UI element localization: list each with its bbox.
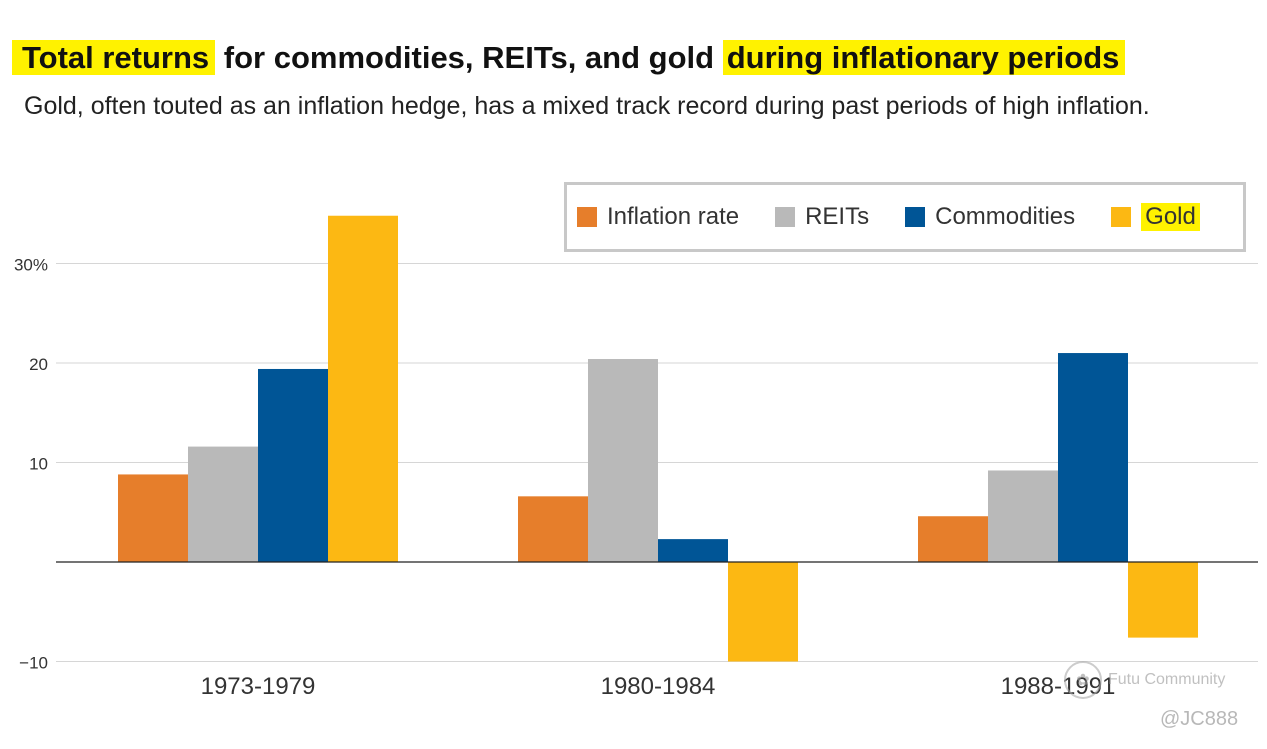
legend-swatch [905, 207, 926, 227]
legend-swatch [775, 207, 796, 227]
chart-subtitle: Gold, often touted as an inflation hedge… [24, 92, 1150, 120]
bar-inflation-rate [118, 474, 188, 562]
legend-swatch [1111, 207, 1132, 227]
title-highlight-inflationary-periods: during inflationary periods [722, 40, 1126, 75]
legend-item-commodities: Commodities [905, 203, 1075, 231]
bar-commodities [1058, 353, 1128, 562]
title-highlight-total-returns: Total returns [12, 40, 216, 75]
bar-gold [328, 215, 398, 563]
bar-gold [728, 562, 798, 662]
chart-title: Total returns for commodities, REITs, an… [12, 38, 1126, 78]
bar-reits [588, 359, 658, 562]
bar-inflation-rate [518, 496, 588, 562]
watermark: ✿ Futu Community [1064, 660, 1254, 700]
futu-logo-icon: ✿ [1064, 661, 1102, 699]
bar-commodities [258, 368, 328, 562]
bar-reits [188, 446, 258, 562]
chart-legend: Inflation rate REITs Commodities Gold [564, 182, 1246, 252]
legend-label: Inflation rate [607, 203, 740, 230]
legend-item-inflation-rate: Inflation rate [577, 203, 739, 231]
legend-item-gold: Gold [1111, 203, 1200, 231]
x-tick-label: 1973-1979 [201, 673, 316, 700]
y-tick-label: 20 [29, 355, 48, 374]
bar-inflation-rate [918, 516, 988, 562]
legend-label: Gold [1141, 203, 1200, 231]
bar-reits [988, 470, 1058, 562]
bar-gold [1128, 562, 1198, 638]
legend-label: REITs [805, 203, 870, 230]
legend-label: Commodities [935, 203, 1076, 230]
watermark-text: Futu Community [1108, 671, 1226, 688]
watermark-handle: @JC888 [1160, 708, 1239, 730]
y-tick-label: 10 [29, 455, 48, 474]
legend-swatch [577, 207, 597, 227]
bar-commodities [658, 539, 728, 562]
y-tick-label: 30% [14, 256, 48, 275]
legend-item-reits: REITs [775, 203, 869, 231]
x-tick-label: 1980-1984 [601, 673, 716, 700]
y-tick-label: −10 [19, 654, 48, 673]
title-middle: for commodities, REITs, and gold [215, 40, 723, 75]
